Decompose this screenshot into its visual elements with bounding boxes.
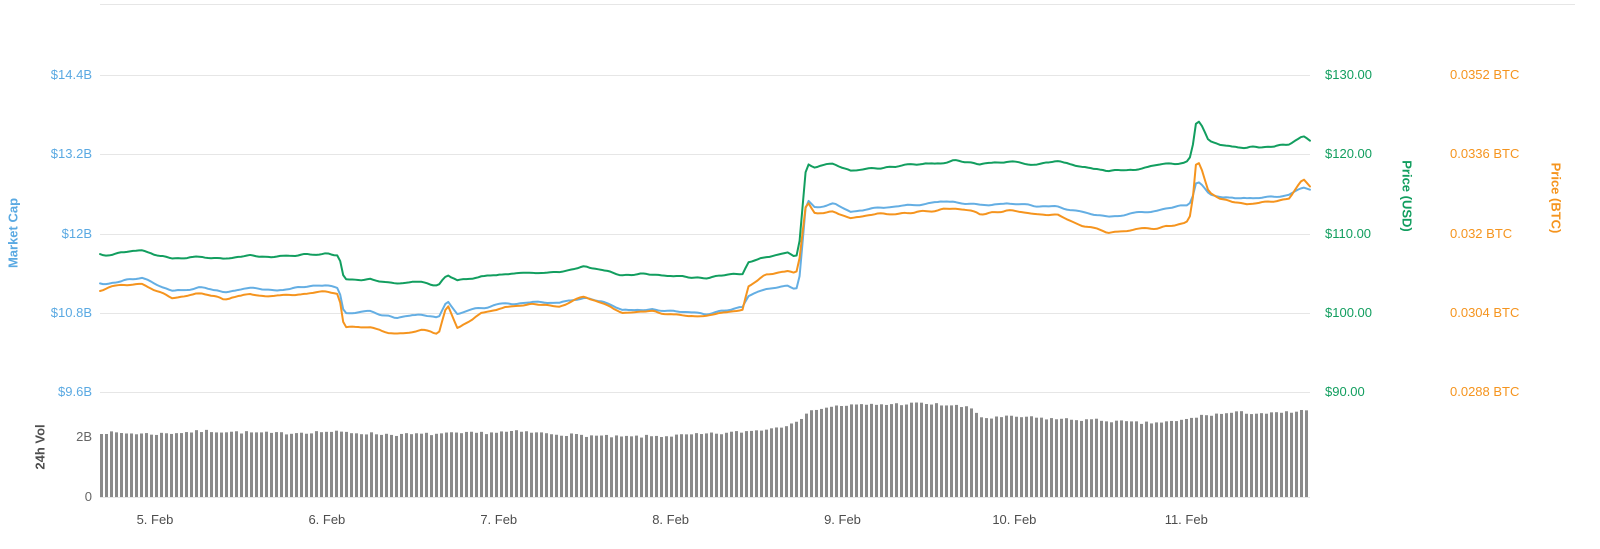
x-tick-label: 7. Feb	[480, 512, 518, 527]
axis-title-price-usd: Price (USD)	[1399, 160, 1415, 232]
y-tick-price-usd: $100.00	[1325, 304, 1372, 320]
y-tick-market-cap: $9.6B	[58, 384, 92, 399]
y-tick-volume: 2B	[76, 429, 92, 444]
y-tick-market-cap: $10.8B	[50, 304, 92, 320]
x-tick-label: 6. Feb	[308, 512, 346, 527]
y-tick-volume: 0	[84, 489, 92, 504]
y-tick-price-btc: 0.0304 BTC	[1450, 304, 1520, 320]
y-tick-price-btc: 0.0288 BTC	[1450, 384, 1520, 399]
y-tick-market-cap: $14.4B	[50, 67, 92, 82]
y-tick-price-btc: 0.0336 BTC	[1450, 146, 1520, 162]
y-tick-price-btc: 0.0352 BTC	[1450, 67, 1520, 82]
x-tick-label: 8. Feb	[652, 512, 690, 527]
y-tick-price-usd: $90.00	[1325, 384, 1365, 399]
y-tick-market-cap: $12B	[61, 225, 92, 241]
axis-title-price-btc: Price (BTC)	[1548, 162, 1564, 234]
x-tick-label: 11. Feb	[1164, 512, 1208, 527]
x-tick-label: 9. Feb	[824, 512, 861, 527]
y-tick-market-cap: $13.2B	[50, 146, 92, 162]
y-tick-price-usd: $110.00	[1325, 225, 1372, 241]
y-tick-price-btc: 0.032 BTC	[1450, 225, 1513, 241]
x-tick-label: 5. Feb	[136, 512, 174, 527]
x-tick-label: 10. Feb	[992, 512, 1037, 527]
y-tick-price-usd: $120.00	[1325, 146, 1372, 162]
y-tick-price-usd: $130.00	[1325, 67, 1372, 82]
